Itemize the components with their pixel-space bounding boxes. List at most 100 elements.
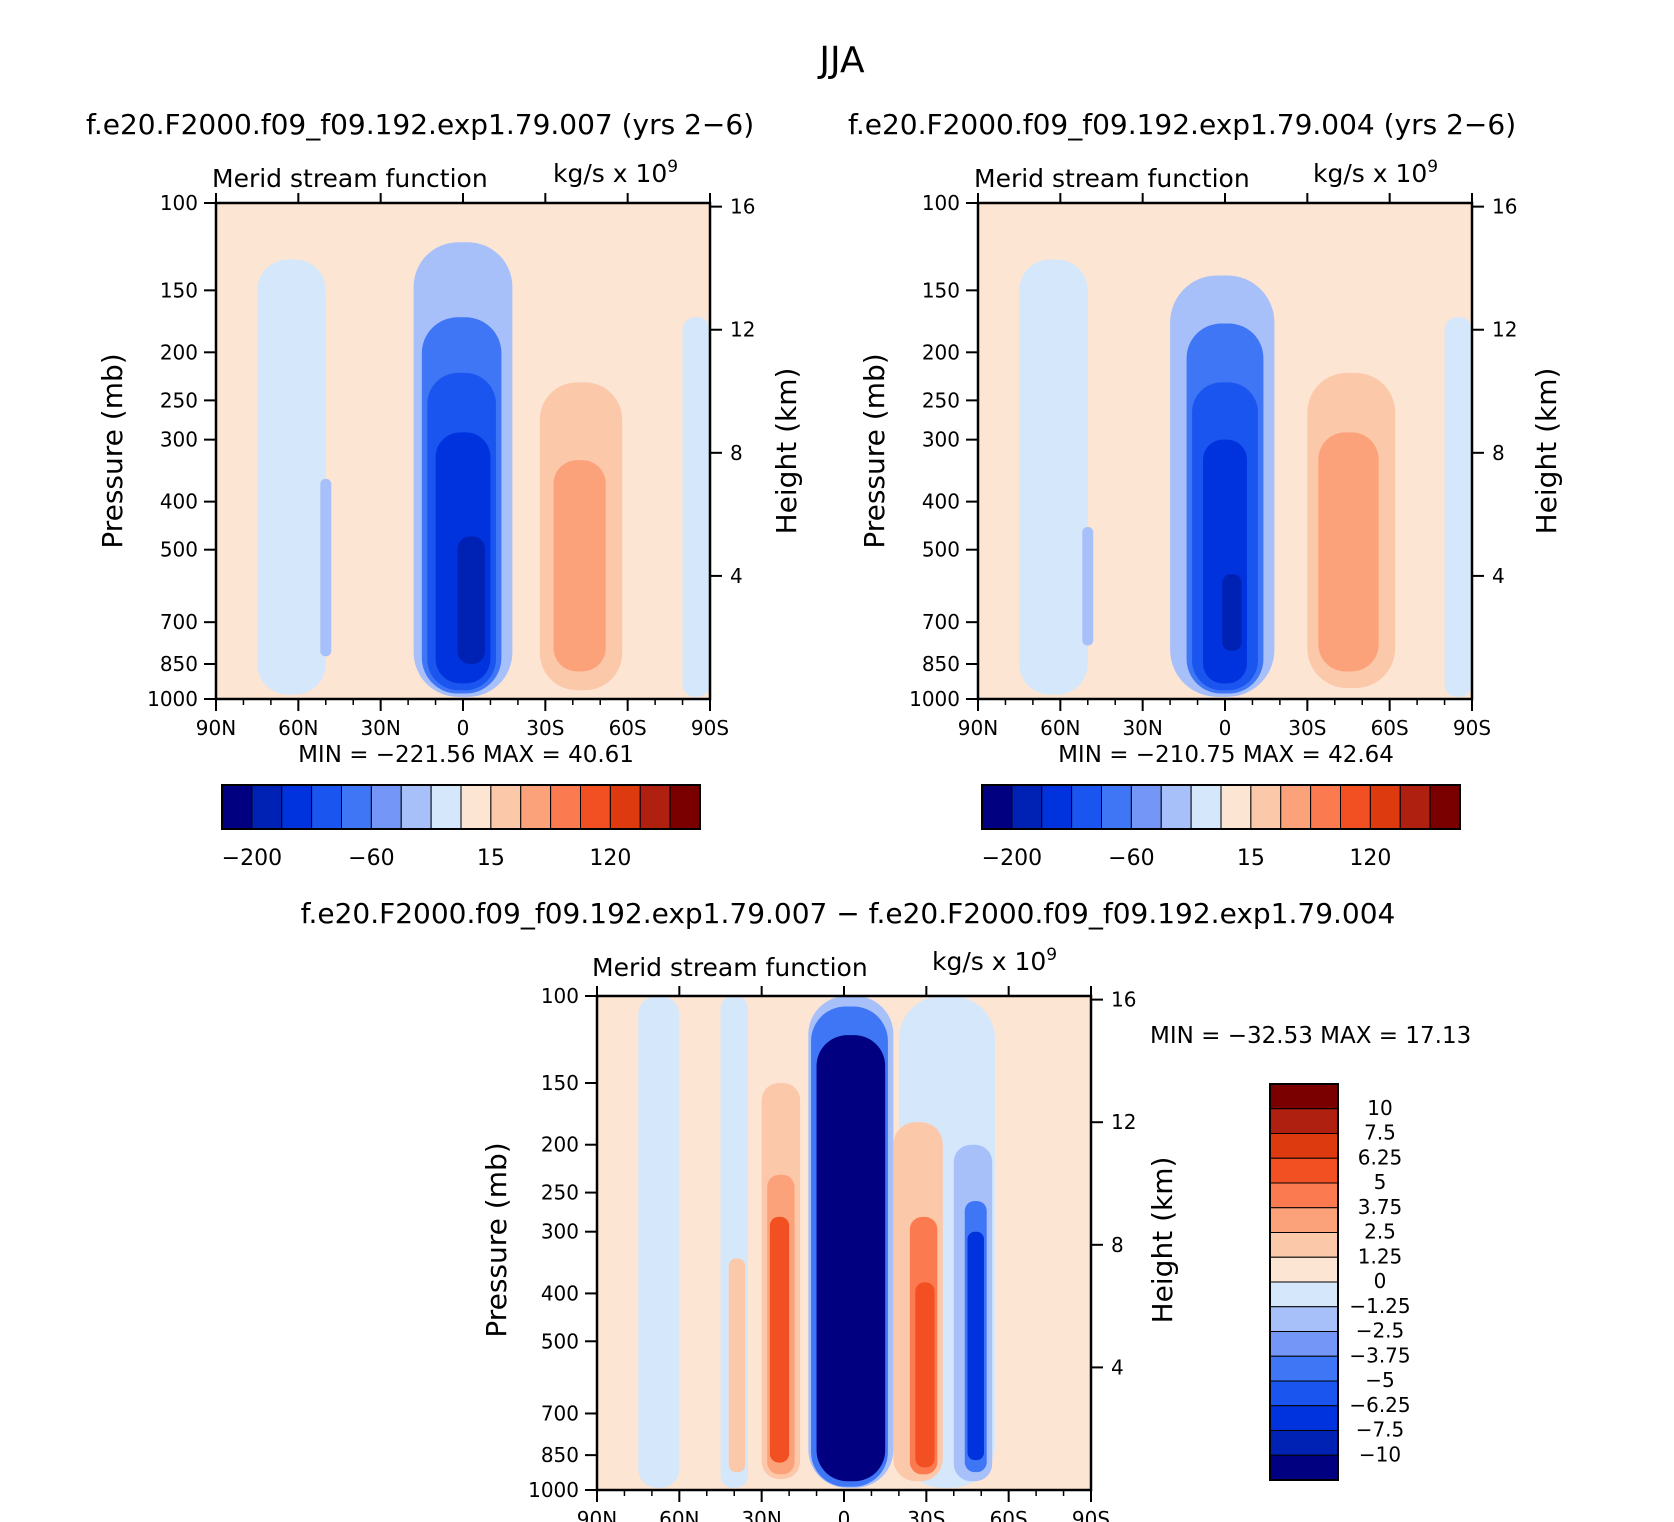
colorbar-swatch bbox=[1269, 1157, 1339, 1184]
y-tick-label: 700 bbox=[160, 610, 198, 634]
y-tick-label: 500 bbox=[922, 538, 960, 562]
y-right-tick-label: 12 bbox=[730, 318, 755, 342]
panel-2: Merid stream function kg/s x 109 Pressur… bbox=[858, 157, 1563, 768]
colorbar-swatch bbox=[1269, 1281, 1339, 1308]
y-tick-label: 150 bbox=[541, 1071, 579, 1095]
y-tick-label: 300 bbox=[160, 428, 198, 452]
y-tick-label: 500 bbox=[160, 538, 198, 562]
colorbar-swatch bbox=[281, 784, 313, 830]
colorbar-swatch bbox=[1340, 784, 1371, 830]
y-tick-label: 1000 bbox=[147, 687, 198, 711]
panel-1-ylabel-right: Height (km) bbox=[770, 368, 803, 535]
y-tick-label: 400 bbox=[541, 1281, 579, 1305]
x-tick-label: 60S bbox=[609, 716, 647, 740]
colorbar-swatch bbox=[1269, 1108, 1339, 1134]
panel-1-plot-area bbox=[216, 203, 710, 699]
contour-region bbox=[915, 1282, 935, 1468]
panel-2-units-label: kg/s x 109 bbox=[1313, 157, 1438, 188]
colorbar-swatch bbox=[490, 784, 522, 830]
colorbar-swatch bbox=[1190, 784, 1222, 830]
y-tick-label: 850 bbox=[541, 1443, 579, 1467]
colorbar-swatch bbox=[251, 784, 283, 830]
colorbar-swatch bbox=[1269, 1380, 1339, 1407]
y-tick-label: 150 bbox=[922, 278, 960, 302]
x-tick-label: 30N bbox=[1122, 716, 1162, 740]
x-tick-label: 90S bbox=[1453, 716, 1491, 740]
y-tick-label: 500 bbox=[541, 1329, 579, 1353]
y-tick-label: 300 bbox=[541, 1220, 579, 1244]
y-tick-label: 300 bbox=[922, 428, 960, 452]
colorbar-swatch bbox=[1269, 1355, 1339, 1382]
colorbar-swatch bbox=[1429, 784, 1461, 830]
colorbar-swatch bbox=[669, 784, 701, 830]
x-tick-label: 90S bbox=[691, 716, 729, 740]
y-right-tick-label: 16 bbox=[1492, 195, 1517, 219]
x-tick-label: 60N bbox=[1040, 716, 1080, 740]
colorbar-swatch bbox=[1269, 1133, 1339, 1159]
y-right-tick-label: 12 bbox=[1111, 1110, 1136, 1134]
colorbar-swatch bbox=[1071, 784, 1102, 830]
colorbar-swatch bbox=[1269, 1232, 1339, 1258]
colorbar-tick-label: 5 bbox=[1374, 1170, 1387, 1194]
panel-3: Merid stream function kg/s x 109 Pressur… bbox=[480, 945, 1471, 1522]
x-tick-label: 30S bbox=[1288, 716, 1326, 740]
panel-2-stats: MIN = −210.75 MAX = 42.64 bbox=[1058, 742, 1394, 768]
panel-1-heading: f.e20.F2000.f09_f09.192.exp1.79.007 (yrs… bbox=[86, 108, 754, 141]
y-tick-label: 100 bbox=[160, 191, 198, 215]
panel-3-plot-area bbox=[597, 996, 1091, 1490]
colorbar-tick-label: −1.25 bbox=[1349, 1294, 1410, 1318]
panel-1-variable-label: Merid stream function bbox=[212, 164, 488, 193]
y-right-tick-label: 8 bbox=[1492, 441, 1505, 465]
x-tick-label: 0 bbox=[457, 716, 470, 740]
y-tick-label: 1000 bbox=[528, 1478, 579, 1502]
colorbar-swatch bbox=[1399, 784, 1431, 830]
y-right-tick-label: 16 bbox=[1111, 988, 1136, 1012]
panel-3-variable-label: Merid stream function bbox=[592, 953, 868, 982]
colorbar-swatch bbox=[311, 784, 342, 830]
colorbar-swatch bbox=[1130, 784, 1162, 830]
panel-1-units-label: kg/s x 109 bbox=[553, 157, 678, 188]
colorbar-tick-label: −60 bbox=[348, 846, 394, 871]
panel-2-plot-area bbox=[978, 203, 1472, 699]
figure-title: JJA bbox=[817, 40, 865, 81]
panel-3-heading: f.e20.F2000.f09_f09.192.exp1.79.007 − f.… bbox=[301, 897, 1396, 930]
colorbar-swatch bbox=[520, 784, 552, 830]
panel-3-stats: MIN = −32.53 MAX = 17.13 bbox=[1150, 1023, 1471, 1049]
colorbar-swatch bbox=[1269, 1430, 1339, 1456]
y-tick-label: 400 bbox=[922, 490, 960, 514]
colorbar-tick-label: −200 bbox=[222, 846, 282, 871]
colorbar-tick-label: −2.5 bbox=[1356, 1319, 1405, 1343]
colorbar-tick-label: 120 bbox=[589, 846, 631, 871]
x-tick-label: 0 bbox=[838, 1507, 851, 1522]
y-tick-label: 200 bbox=[541, 1133, 579, 1157]
colorbar-swatch bbox=[1160, 784, 1192, 830]
y-right-tick-label: 4 bbox=[1492, 564, 1505, 588]
colorbar-swatch bbox=[1250, 784, 1282, 830]
colorbar-tick-label: 1.25 bbox=[1358, 1244, 1403, 1268]
contour-region bbox=[1444, 317, 1472, 697]
x-tick-label: 60S bbox=[990, 1507, 1028, 1522]
x-tick-label: 30S bbox=[907, 1507, 945, 1522]
colorbar-swatch bbox=[370, 784, 402, 830]
x-tick-label: 0 bbox=[1219, 716, 1232, 740]
contour-region bbox=[553, 460, 606, 672]
y-tick-label: 700 bbox=[541, 1401, 579, 1425]
panel-3-ylabel: Pressure (mb) bbox=[480, 1142, 513, 1337]
y-right-tick-label: 4 bbox=[1111, 1355, 1124, 1379]
x-tick-label: 60S bbox=[1371, 716, 1409, 740]
colorbar-swatch bbox=[341, 784, 372, 830]
x-tick-label: 90N bbox=[958, 716, 998, 740]
contour-region bbox=[1318, 432, 1379, 672]
colorbar-swatch bbox=[1041, 784, 1073, 830]
colorbar-swatch bbox=[1269, 1256, 1339, 1283]
panel-2-heading: f.e20.F2000.f09_f09.192.exp1.79.004 (yrs… bbox=[848, 108, 1516, 141]
contour-region bbox=[967, 1231, 984, 1461]
colorbar-tick-label: 15 bbox=[1237, 846, 1265, 871]
colorbar-swatch bbox=[1269, 1331, 1339, 1357]
colorbar-swatch bbox=[1369, 784, 1401, 830]
y-tick-label: 200 bbox=[922, 340, 960, 364]
colorbar-tick-label: 0 bbox=[1374, 1269, 1387, 1293]
contour-region bbox=[366, 341, 409, 688]
y-right-tick-label: 12 bbox=[1492, 318, 1517, 342]
y-tick-label: 700 bbox=[922, 610, 960, 634]
